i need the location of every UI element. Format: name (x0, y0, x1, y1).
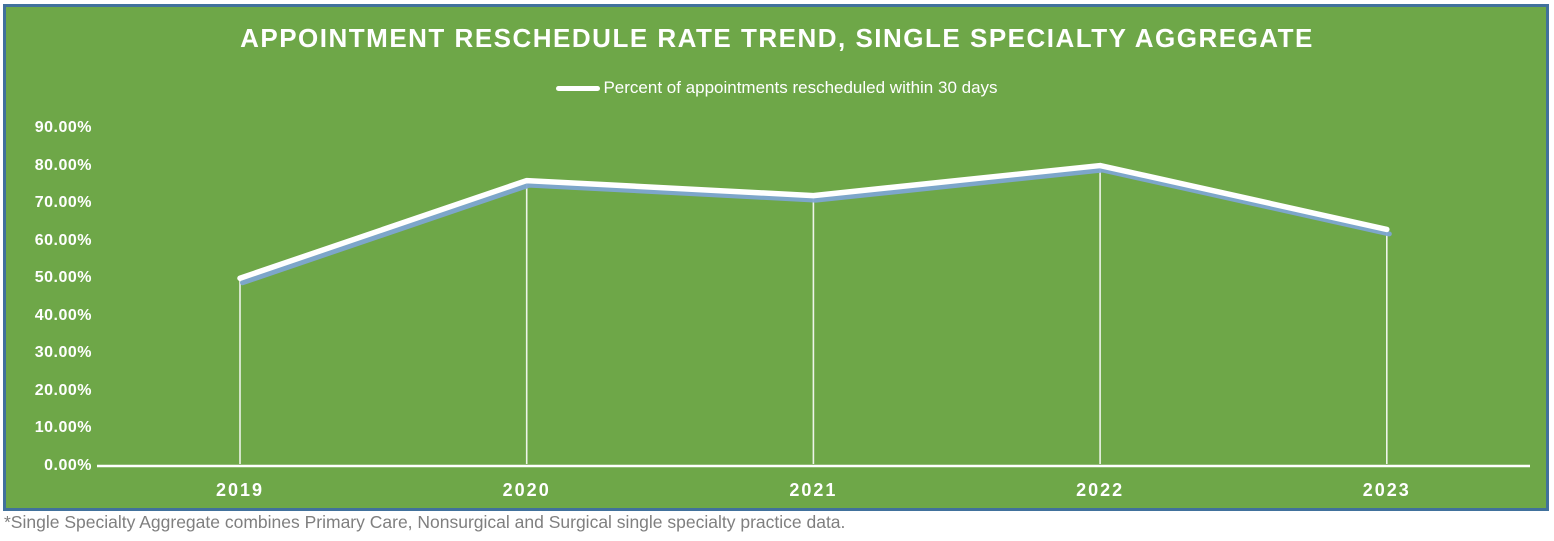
x-axis-year-label: 2019 (215, 480, 265, 500)
y-axis-tick-label: 80.00% (34, 156, 92, 174)
y-axis-tick-label: 30.00% (34, 344, 92, 362)
chart-legend: Percent of appointments rescheduled with… (0, 78, 1554, 98)
legend-line-swatch-icon (556, 85, 601, 91)
y-axis-tick-label: 70.00% (34, 194, 92, 212)
x-axis-year-label: 2023 (1362, 480, 1411, 500)
x-axis-year-label: 2021 (789, 480, 838, 500)
legend-series-label: Percent of appointments rescheduled with… (603, 78, 998, 97)
y-axis-tick-label: 90.00% (34, 118, 92, 136)
y-axis-tick-label: 40.00% (34, 306, 92, 324)
y-axis-tick-label: 60.00% (34, 231, 92, 249)
y-axis-tick-label: 20.00% (34, 381, 92, 399)
y-axis-tick-label: 0.00% (44, 457, 92, 474)
x-axis-year-label: 2022 (1076, 480, 1125, 500)
chart-footnote: *Single Specialty Aggregate combines Pri… (4, 512, 846, 532)
y-axis-tick-label: 10.00% (34, 419, 92, 437)
series-line (237, 162, 1390, 281)
y-axis-tick-label: 50.00% (34, 269, 92, 287)
chart-title: APPOINTMENT RESCHEDULE RATE TREND, SINGL… (240, 23, 1314, 53)
chart-panel (3, 4, 1549, 511)
series-line-shadow (240, 167, 1392, 286)
x-axis-year-label: 2020 (502, 480, 551, 500)
